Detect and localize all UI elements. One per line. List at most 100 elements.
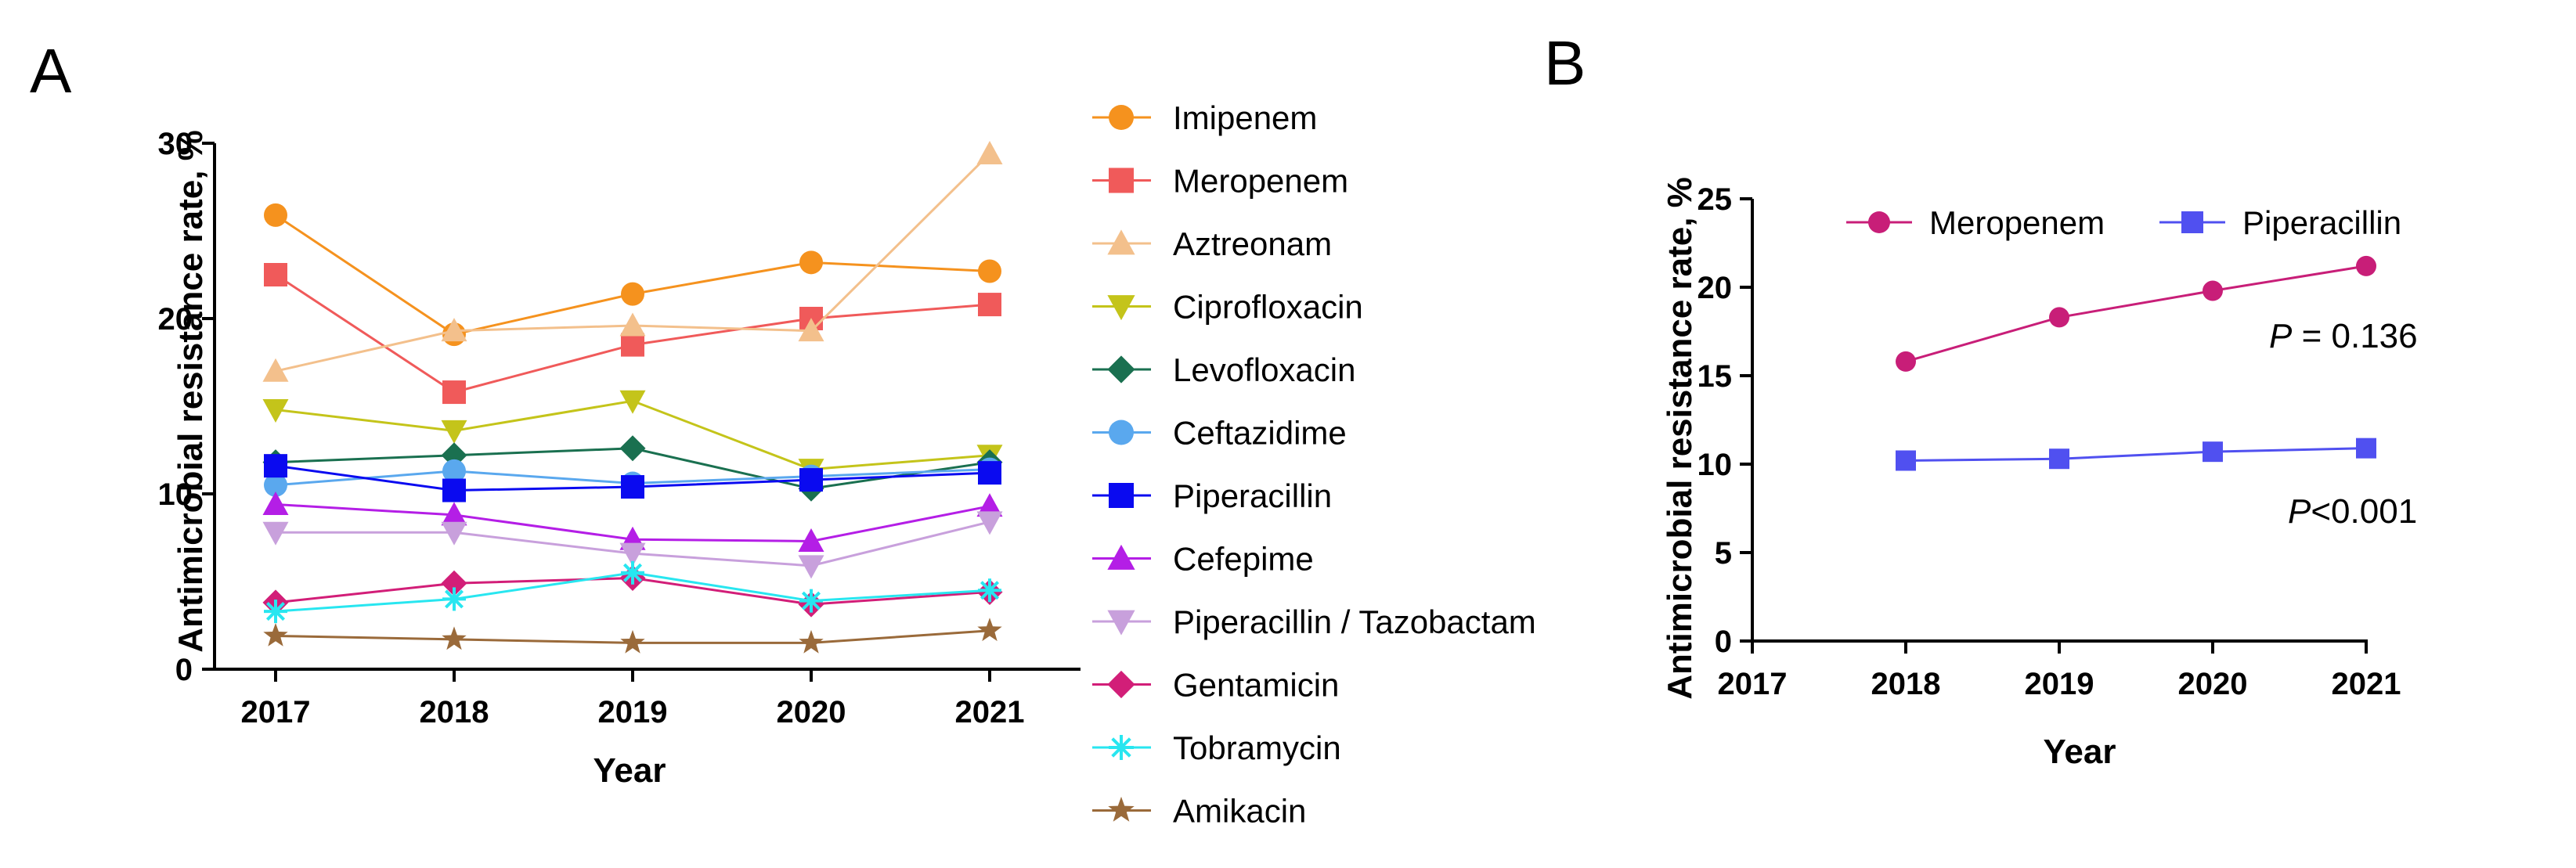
legend-marker-ceftazidime [1109, 420, 1134, 445]
data-point-tobramycin [799, 589, 823, 613]
data-point-tobramycin [621, 560, 644, 585]
panel-b-x-tick-label: 2019 [2025, 667, 2094, 701]
panel-a-x-tick-label: 2017 [241, 695, 311, 729]
legend-marker-imipenem [1109, 105, 1134, 130]
data-point-aztreonam [619, 312, 646, 337]
data-point-cefepime [798, 528, 824, 552]
data-point-piperacillin [799, 468, 823, 492]
panel-b-y-tick-label: 15 [1697, 359, 1733, 394]
panel-b-x-tick-label: 2021 [2332, 667, 2401, 701]
panel-a-y-tick-label: 30 [158, 127, 193, 161]
panel-b-y-tick-label: 10 [1697, 448, 1733, 482]
data-point-amikacin [263, 622, 288, 646]
panel-b-legend-marker-meropenem [1868, 211, 1890, 233]
legend-marker-gentamicin [1107, 670, 1135, 699]
data-point-levofloxacin [619, 435, 646, 462]
legend-marker-amikacin [1108, 796, 1135, 822]
legend-marker-piperacillin-tazobactam [1107, 610, 1135, 636]
panel-b: B 0 5 10 15 20 25 2017 2018 2019 2020 2021 Year An… [1544, 28, 2418, 771]
data-point-piperacillin-tazobactam [976, 511, 1003, 535]
p-value-meropenem-text: = 0.136 [2292, 317, 2417, 355]
legend-label-gentamicin: Gentamicin [1173, 667, 1339, 704]
legend-label-piperacillin: Piperacillin [1173, 477, 1332, 514]
data-point-piperacillin [442, 478, 466, 502]
data-point-piperacillin-tazobactam [441, 521, 467, 546]
panel-b-legend: Meropenem Piperacillin [1846, 204, 2401, 241]
data-point-meropenem [621, 333, 644, 357]
legend-label-aztreonam: Aztreonam [1173, 225, 1332, 262]
panel-a-x-tick-label: 2020 [777, 695, 846, 729]
data-point-imipenem [264, 203, 287, 227]
panel-b-series-line-meropenem [1905, 265, 2367, 363]
panel-a-x-tick-label: 2018 [420, 695, 489, 729]
data-point-ceftazidime [442, 459, 466, 483]
data-point-imipenem [978, 259, 1001, 283]
legend-label-ciprofloxacin: Ciprofloxacin [1173, 289, 1363, 326]
p-value-meropenem: P = 0.136 [2269, 317, 2418, 355]
data-point-ceftazidime [264, 473, 287, 497]
legend-marker-aztreonam [1107, 229, 1135, 255]
panel-a-label: A [30, 36, 72, 106]
data-point-meropenem [442, 380, 466, 405]
legend-marker-ciprofloxacin [1107, 295, 1135, 321]
panel-b-y-tick-label: 20 [1697, 271, 1733, 305]
legend-label-meropenem: Meropenem [1173, 163, 1348, 200]
data-point-ciprofloxacin [619, 390, 646, 414]
legend-label-tobramycin: Tobramycin [1173, 729, 1341, 766]
panel-b-data-point-meropenem [2049, 307, 2069, 328]
p-symbol-meropenem: P [2269, 317, 2293, 355]
p-symbol-piperacillin: P [2288, 492, 2311, 531]
data-point-cefepime [262, 491, 289, 515]
data-point-cefepime [441, 502, 467, 526]
p-value-piperacillin: P<0.001 [2288, 492, 2417, 531]
panel-b-legend-label-piperacillin: Piperacillin [2242, 204, 2401, 241]
data-point-amikacin [620, 629, 645, 654]
legend-label-piperacillin-tazobactam: Piperacillin / Tazobactam [1173, 603, 1536, 640]
panel-a-x-tick-label: 2019 [598, 695, 668, 729]
panel-a-y-tick-label: 20 [158, 302, 193, 337]
panel-b-plot-area: 0 5 10 15 20 25 2017 2018 2019 2020 2021 [1697, 182, 2401, 701]
data-point-gentamicin [441, 570, 467, 596]
legend-marker-cefepime [1107, 544, 1135, 570]
panel-a-plot-area: 0 10 20 30 2017 2018 2019 2020 2021 [158, 127, 1081, 729]
data-point-tobramycin [442, 587, 466, 611]
panel-b-x-tick-label: 2018 [1871, 667, 1941, 701]
data-point-imipenem [621, 282, 644, 306]
panel-b-data-point-piperacillin [2049, 448, 2069, 470]
data-point-aztreonam [262, 358, 289, 382]
data-point-aztreonam [441, 318, 467, 342]
data-point-amikacin [442, 626, 467, 650]
data-point-piperacillin [978, 461, 1001, 485]
data-point-aztreonam [976, 140, 1003, 164]
data-point-piperacillin-tazobactam [798, 555, 824, 579]
legend-marker-tobramycin [1109, 735, 1134, 760]
data-point-cefepime [976, 493, 1003, 517]
data-point-tobramycin [978, 578, 1001, 603]
panel-a-x-tick-label: 2021 [955, 695, 1025, 729]
panel-b-y-tick-label: 25 [1697, 182, 1733, 217]
panel-b-y-axis-title: Antimicrobial resistance rate, % [1661, 177, 1699, 700]
panel-a-y-tick-label: 0 [175, 653, 193, 687]
data-point-piperacillin [264, 454, 287, 478]
panel-b-data-point-piperacillin [1896, 450, 1916, 471]
panel-b-data-point-meropenem [2356, 255, 2376, 276]
panel-a-x-axis-title: Year [593, 751, 666, 790]
data-point-amikacin [977, 618, 1002, 642]
panel-b-data-point-meropenem [1896, 351, 1916, 372]
data-point-ciprofloxacin [441, 420, 467, 444]
panel-b-series-line-piperacillin [1905, 447, 2367, 462]
legend-label-imipenem: Imipenem [1173, 99, 1317, 136]
data-point-meropenem [264, 263, 287, 286]
data-point-imipenem [799, 250, 823, 275]
legend-label-cefepime: Cefepime [1173, 541, 1314, 578]
legend-marker-meropenem [1109, 167, 1134, 193]
panel-b-label: B [1544, 28, 1586, 98]
panel-b-legend-marker-piperacillin [2181, 211, 2203, 233]
legend-label-amikacin: Amikacin [1173, 793, 1306, 830]
panel-b-x-tick-label: 2020 [2178, 667, 2248, 701]
panel-b-data-point-meropenem [2203, 280, 2223, 301]
panel-b-legend-label-meropenem: Meropenem [1929, 204, 2105, 241]
data-point-piperacillin-tazobactam [262, 521, 289, 546]
legend-label-ceftazidime: Ceftazidime [1173, 415, 1347, 452]
